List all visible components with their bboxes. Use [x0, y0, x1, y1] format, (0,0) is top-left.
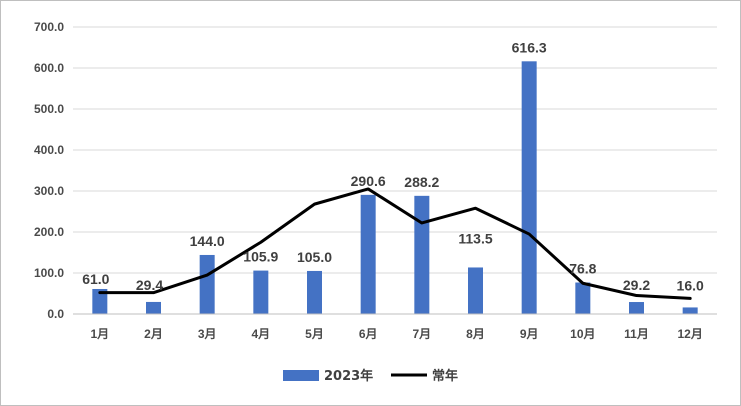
bar-12	[682, 307, 698, 314]
bar-11	[629, 302, 644, 314]
x-tick-label: 7月	[412, 327, 431, 341]
data-label-5: 105.0	[297, 249, 332, 265]
data-label-2: 29.4	[136, 277, 163, 293]
data-label-11: 29.2	[623, 277, 650, 293]
y-tick-label: 400.0	[34, 143, 64, 157]
bar-4	[253, 270, 269, 314]
data-label-4: 105.9	[243, 249, 278, 265]
x-tick-label: 12月	[677, 327, 702, 341]
legend-swatch-2023	[283, 370, 319, 381]
bar-10	[575, 282, 591, 314]
data-label-8: 113.5	[458, 230, 492, 246]
x-tick-label: 2月	[144, 327, 163, 341]
x-tick-label: 5月	[305, 327, 324, 341]
x-tick-label: 6月	[359, 327, 378, 341]
bar-9	[521, 61, 537, 314]
bar-1	[92, 288, 108, 314]
data-label-1: 61.0	[82, 271, 109, 287]
legend-label-2023: 2023年	[324, 368, 373, 384]
x-tick-label: 11月	[624, 327, 649, 341]
y-tick-label: 0.0	[47, 307, 64, 321]
bar-7	[414, 195, 430, 314]
x-tick-label: 10月	[570, 327, 595, 341]
data-label-10: 76.8	[569, 261, 596, 277]
y-tick-label: 100.0	[34, 266, 64, 280]
x-tick-label: 8月	[466, 327, 485, 341]
normal-line-series	[98, 187, 692, 300]
y-tick-label: 200.0	[34, 225, 64, 239]
x-tick-label: 9月	[520, 327, 539, 341]
data-label-3: 144.0	[190, 233, 225, 249]
legend-label-normal: 常年	[432, 368, 458, 384]
bar-5	[307, 270, 322, 314]
data-label-9: 616.3	[512, 39, 547, 55]
y-tick-label: 600.0	[34, 61, 64, 75]
x-tick-label: 4月	[251, 327, 270, 341]
bar-3	[199, 254, 215, 314]
y-tick-label: 500.0	[34, 102, 64, 116]
x-tick-label: 3月	[198, 327, 217, 341]
data-label-6: 290.6	[351, 173, 386, 189]
data-label-12: 16.0	[677, 277, 704, 293]
y-tick-label: 700.0	[34, 20, 64, 34]
bar-6	[360, 194, 376, 314]
bar-2	[146, 301, 161, 314]
y-tick-label: 300.0	[34, 184, 64, 198]
bar-8	[468, 267, 483, 314]
data-label-7: 288.2	[404, 174, 439, 190]
x-tick-label: 1月	[90, 327, 109, 341]
